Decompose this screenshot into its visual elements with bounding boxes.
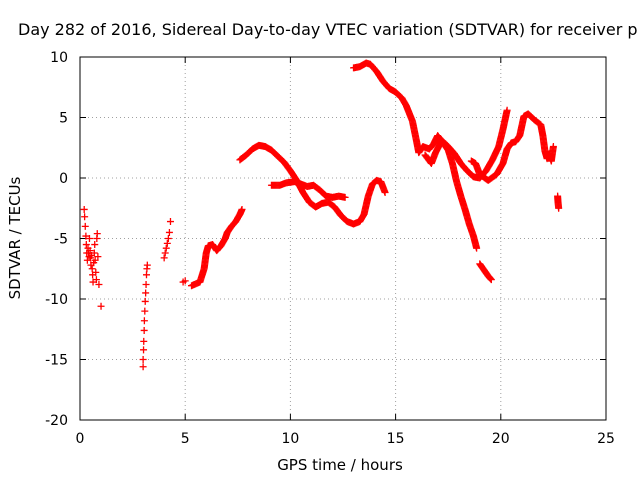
x-axis-ticks: 0 5 10 15 20 25 [76,57,615,447]
data-point [141,297,149,305]
data-point [163,239,171,247]
gridlines [80,57,606,420]
chart-title: Day 282 of 2016, Sidereal Day-to-day VTE… [18,20,638,39]
data-point [140,337,148,345]
data-point [86,247,94,255]
data-point [140,346,148,354]
data-point [80,205,88,213]
data-point [142,289,150,297]
y-tick-label: -5 [54,232,68,248]
data-point [81,222,89,230]
data-point [93,230,101,238]
data-point [97,302,105,310]
x-tick-label: 5 [181,431,190,447]
data-point [487,276,495,284]
data-point [142,280,150,288]
y-tick-label: -15 [45,353,68,369]
data-point [143,261,151,269]
data-point [139,363,147,371]
data-point [142,271,150,279]
y-axis-label: SDTVAR / TECUs [6,176,24,299]
data-point [139,356,147,363]
data-point [140,326,148,334]
x-tick-label: 10 [281,431,299,447]
y-tick-label: 5 [59,111,68,127]
y-tick-label: -20 [45,413,68,429]
data-point [90,249,98,257]
data-point [141,307,149,315]
data-point [162,244,170,252]
data-point [92,268,100,276]
data-point [381,189,389,197]
data-point [140,317,148,325]
x-tick-label: 25 [597,431,615,447]
data-point [91,256,99,264]
data-point [82,241,90,249]
data-point [164,235,172,242]
x-tick-label: 20 [492,431,510,447]
x-tick-label: 0 [76,431,85,447]
data-point [91,241,99,249]
data-point [341,193,349,201]
data-point [94,253,102,261]
data-point [555,204,563,212]
y-tick-label: -10 [45,292,68,308]
data-point [85,235,93,242]
data-point [473,244,481,252]
y-tick-label: 10 [50,50,68,66]
y-axis-ticks: 10 5 0 -5 -10 -15 -20 [45,50,606,429]
data-point [161,249,169,257]
data-point [181,277,189,285]
x-axis-label: GPS time / hours [277,456,403,474]
data-point [165,228,173,236]
data-point [81,213,89,221]
data-point [92,276,100,284]
data-point [95,280,103,288]
data-point [160,254,168,262]
data-points [80,59,563,371]
y-tick-label: 0 [59,171,68,187]
data-point [88,265,96,273]
data-point [166,218,174,226]
data-point [238,205,246,213]
x-tick-label: 15 [387,431,405,447]
data-point [503,106,511,114]
data-point [549,143,557,151]
data-point [82,232,90,240]
